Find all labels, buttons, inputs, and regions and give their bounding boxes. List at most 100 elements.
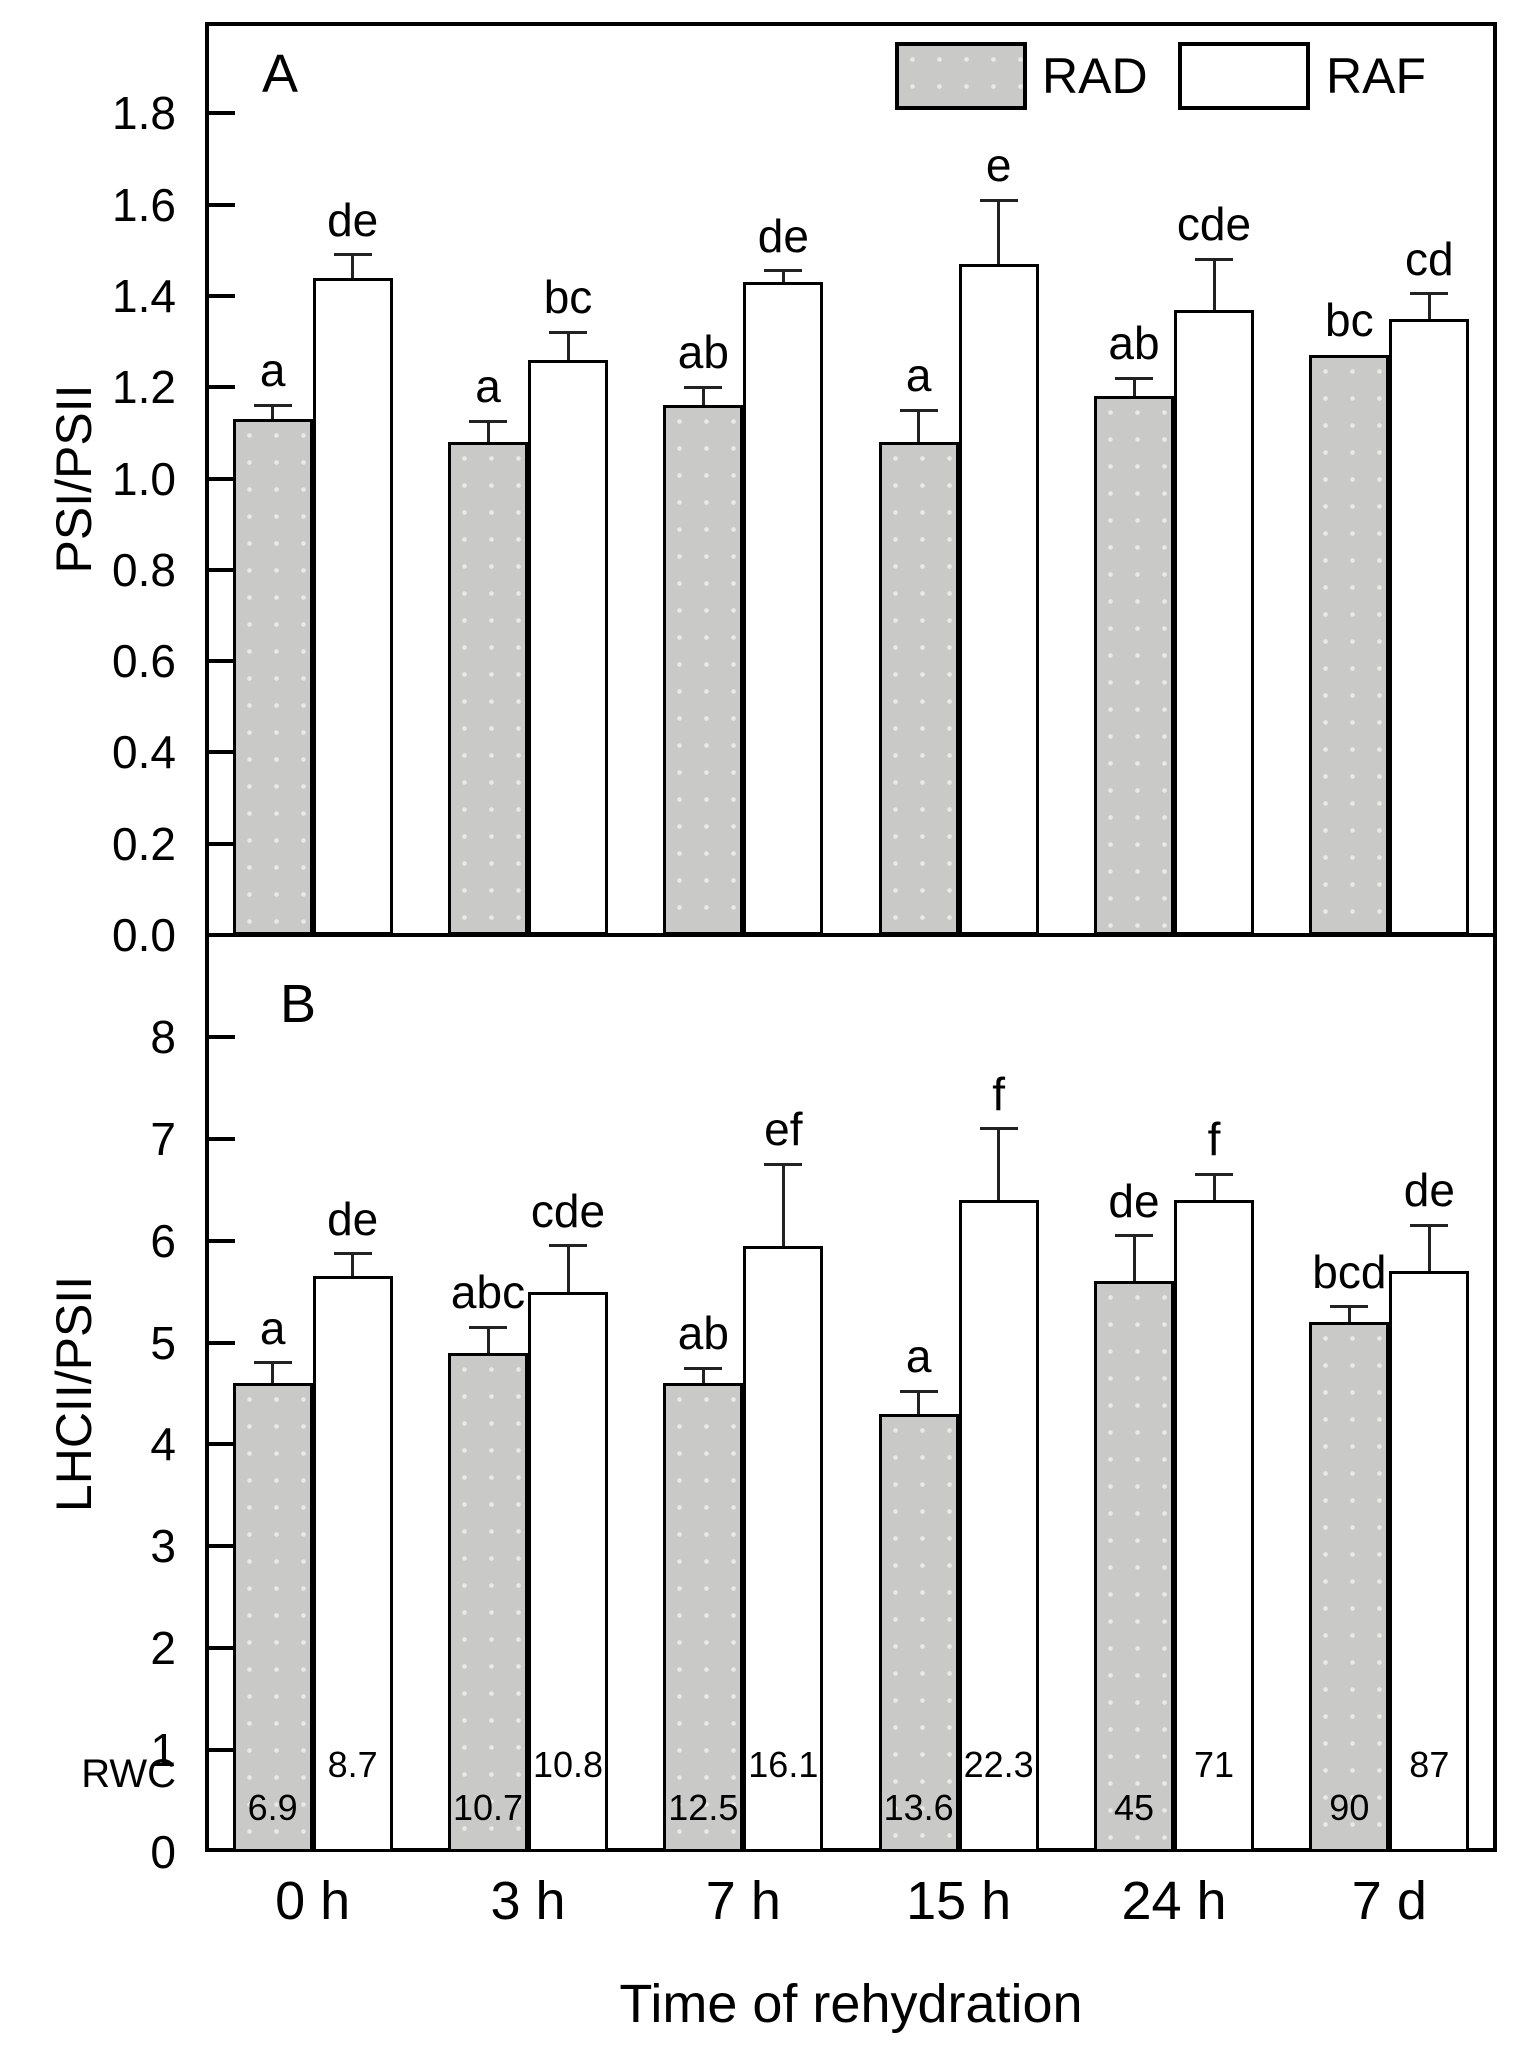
rwc-value: 12.5	[668, 1787, 739, 1828]
y-tick	[209, 841, 235, 846]
y-tick-label: 2	[150, 1622, 176, 1675]
error-bar-cap	[549, 330, 587, 334]
error-bar-line	[1212, 1174, 1216, 1200]
y-tick-label: 8	[150, 1010, 176, 1063]
sig-letter: a	[259, 1301, 286, 1354]
error-bar-cap	[684, 1366, 723, 1370]
error-bar-cap	[684, 385, 723, 389]
error-bar-cap	[1115, 376, 1153, 380]
rwc-value: 16.1	[748, 1744, 819, 1785]
error-bar-cap	[899, 408, 938, 412]
sig-letter: de	[1403, 1164, 1455, 1217]
sig-letter: de	[327, 193, 379, 246]
error-bar-cap	[549, 1244, 587, 1248]
y-tick	[209, 1238, 235, 1243]
bar-rad-1	[448, 441, 528, 935]
error-bar-line	[1212, 259, 1216, 310]
error-bar-cap	[899, 1389, 938, 1393]
y-tick-label: 0.0	[112, 909, 176, 961]
legend-raf-swatch	[1178, 42, 1310, 110]
sig-letter: bcd	[1312, 1245, 1387, 1298]
y-tick	[209, 933, 235, 937]
error-bar-line	[1132, 378, 1136, 397]
sig-letter: f	[992, 1067, 1006, 1120]
error-bar-line	[997, 1128, 1001, 1200]
sig-letter: ef	[764, 1103, 803, 1156]
y-tick	[209, 1034, 235, 1039]
bar-rad-3	[878, 1413, 959, 1852]
y-tick-label: 5	[150, 1316, 176, 1369]
sig-letter: a	[905, 349, 932, 402]
y-tick	[209, 1442, 235, 1447]
error-bar-cap	[1410, 292, 1449, 296]
y-tick	[209, 1646, 235, 1651]
legend-rad-label: RAD	[1042, 48, 1148, 104]
panel-divider	[205, 933, 1497, 937]
y-tick	[209, 750, 235, 755]
y-tick-label: 0	[150, 1826, 176, 1878]
bar-rad-4	[1094, 396, 1174, 935]
sig-letter: ab	[677, 1307, 729, 1360]
error-bar-line	[917, 1391, 921, 1414]
y-tick-label: 0.4	[112, 726, 176, 779]
legend-raf-label: RAF	[1326, 48, 1426, 104]
bar-raf-3	[958, 1199, 1039, 1852]
y-tick-label: 1.4	[112, 269, 176, 322]
error-bar-cap	[469, 1325, 507, 1329]
bar-raf-5	[1389, 318, 1470, 935]
y-tick	[209, 293, 235, 298]
bar-raf-4	[1174, 1199, 1254, 1852]
bar-raf-4	[1174, 309, 1254, 935]
sig-letter: a	[475, 360, 501, 413]
error-bar-cap	[979, 1127, 1018, 1131]
bar-rad-0	[232, 419, 313, 935]
x-category-label: 7 d	[1351, 1871, 1427, 1931]
error-bar-line	[351, 254, 355, 278]
bar-raf-1	[528, 359, 608, 935]
rwc-value: 87	[1409, 1744, 1450, 1785]
sig-letter: f	[1207, 1113, 1221, 1166]
error-bar-cap	[333, 253, 372, 257]
bar-raf-5	[1389, 1271, 1470, 1852]
sig-letter: cde	[1176, 198, 1252, 251]
sig-letter: ab	[1108, 317, 1160, 370]
error-bar-line	[917, 410, 921, 442]
error-bar-cap	[979, 198, 1018, 202]
bar-rad-0	[232, 1383, 313, 1852]
error-bar-line	[701, 387, 705, 406]
rwc-value: 45	[1113, 1787, 1155, 1828]
sig-letter: abc	[450, 1266, 526, 1319]
rwc-value: 22.3	[963, 1744, 1034, 1785]
bar-raf-0	[312, 277, 393, 935]
sig-letter: de	[327, 1192, 379, 1245]
error-bar-cap	[1330, 1305, 1369, 1309]
error-bar-cap	[764, 1162, 803, 1166]
legend-rad-swatch	[895, 42, 1027, 110]
error-bar-cap	[253, 403, 292, 407]
y-tick	[209, 476, 235, 481]
y-tick-label: 1	[150, 1724, 176, 1777]
sig-letter: e	[985, 139, 1012, 192]
error-bar-cap	[1195, 1172, 1233, 1176]
bar-rad-2	[663, 405, 744, 935]
rwc-value: 10.7	[452, 1787, 524, 1828]
error-bar-line	[701, 1368, 705, 1384]
error-bar-line	[1132, 1235, 1136, 1282]
error-bar-cap	[1410, 1223, 1449, 1227]
y-tick	[209, 567, 235, 572]
y-tick-label: 1.6	[112, 178, 176, 231]
y-tick	[209, 1748, 235, 1753]
rwc-value: 6.9	[247, 1787, 298, 1828]
sig-letter: de	[1108, 1174, 1160, 1227]
rwc-label: RWC	[81, 1752, 176, 1796]
x-category-label: 24 h	[1121, 1871, 1227, 1931]
y-tick	[209, 385, 235, 390]
y-tick-label: 3	[150, 1520, 176, 1573]
sig-letter: bc	[543, 271, 593, 324]
error-bar-cap	[253, 1361, 292, 1365]
error-bar-line	[271, 1362, 275, 1384]
y-tick-label: 0.2	[112, 817, 176, 870]
rwc-value: 71	[1193, 1744, 1235, 1785]
y-tick-label: 4	[150, 1418, 176, 1471]
y-tick-label: 0.8	[112, 543, 176, 596]
